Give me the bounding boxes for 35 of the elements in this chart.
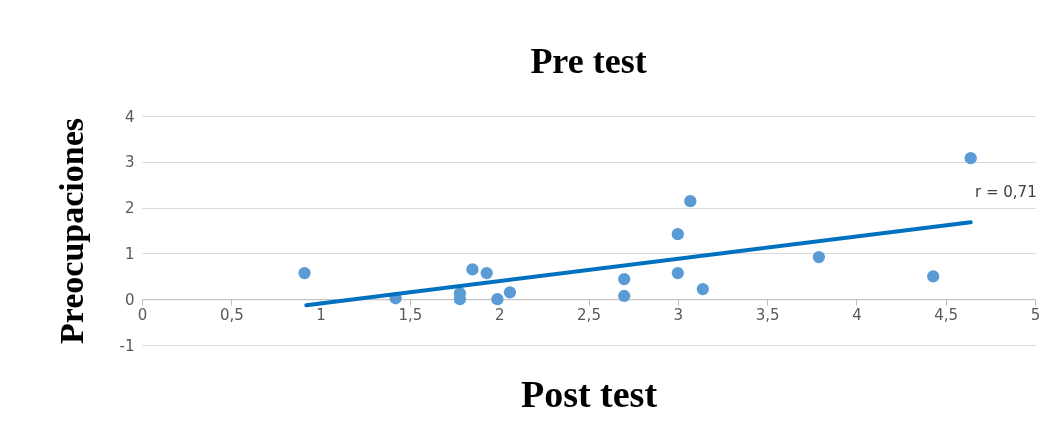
x-tick-label: 3 (673, 305, 684, 324)
x-tick-label: 0,5 (219, 305, 244, 324)
x-tick-label: 1,5 (398, 305, 423, 324)
point (671, 266, 684, 280)
point (927, 270, 940, 283)
x-tick-label: 2,5 (577, 305, 601, 324)
x-axis-title: Post test (520, 372, 658, 415)
y-tick-label: 2 (124, 199, 135, 218)
annotation: r = 0,71 (975, 182, 1037, 201)
point (812, 250, 826, 264)
chart-title: Pre test (530, 41, 647, 81)
x-tick-label: 2 (494, 305, 505, 324)
y-axis-title: Preocupaciones (52, 117, 90, 345)
point (298, 266, 311, 280)
point (671, 228, 684, 241)
point (964, 152, 977, 165)
point (618, 289, 631, 303)
y-tick-label: 3 (124, 153, 135, 172)
point (696, 283, 709, 296)
point (480, 266, 493, 280)
point (491, 293, 504, 306)
x-tick-label: 0 (137, 305, 148, 324)
point (503, 286, 517, 299)
y-tick-label: 1 (124, 244, 135, 263)
y-tick-label: 0 (124, 290, 135, 309)
y-tick-label: -1 (119, 336, 135, 355)
point (684, 195, 697, 208)
y-tick-label: 4 (124, 107, 135, 126)
x-tick-label: 4 (852, 305, 862, 324)
x-tick-label: 3,5 (755, 305, 780, 324)
point (466, 263, 479, 276)
point (618, 272, 631, 286)
x-tick-label: 4,5 (934, 305, 959, 324)
x-tick-label: 5 (1030, 305, 1041, 324)
x-tick-label: 1 (316, 305, 326, 324)
